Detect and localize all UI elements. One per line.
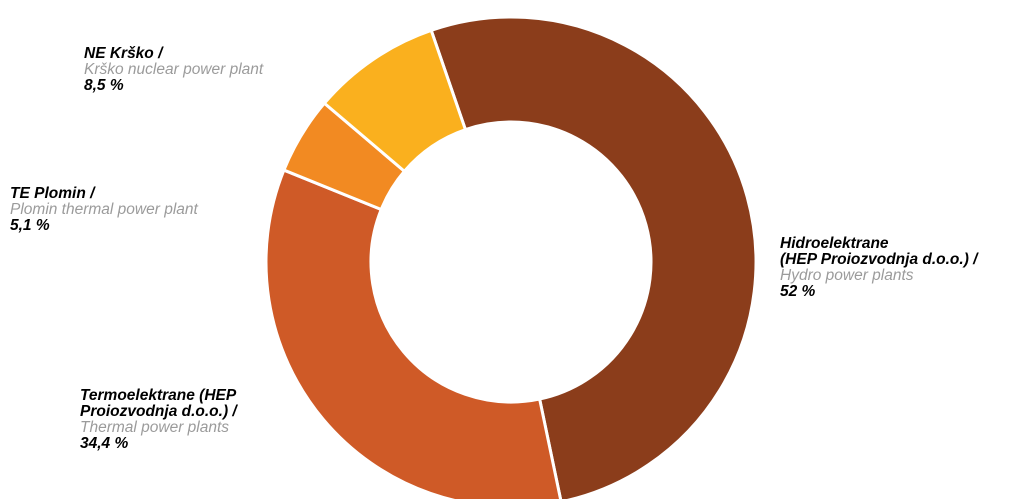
label-krsko-line-1: NE Krško /: [84, 45, 163, 62]
label-plomin-english: Plomin thermal power plant: [10, 201, 198, 218]
label-plomin-value: 5,1 %: [10, 217, 50, 234]
label-hydro-english: Hydro power plants: [780, 267, 914, 284]
label-hydro-power-plants: Hidroelektrane (HEP Proiozvodnja d.o.o.)…: [780, 236, 977, 300]
slice-ne-krsko: [322, 28, 467, 173]
slice-thermal-power-plants: [264, 168, 563, 499]
label-krsko-value: 8,5 %: [84, 77, 124, 94]
label-krsko-english: Krško nuclear power plant: [84, 61, 264, 78]
label-plomin-line-1: TE Plomin /: [10, 185, 95, 202]
label-hydro-line-1: Hidroelektrane: [780, 235, 889, 252]
label-thermal-power-plants: Termoelektrane (HEP Proiozvodnja d.o.o.)…: [80, 388, 237, 452]
label-te-plomin: TE Plomin / Plomin thermal power plant 5…: [10, 186, 198, 234]
slice-hydro-power-plants: [429, 15, 758, 499]
label-hydro-line-2: (HEP Proiozvodnja d.o.o.) /: [780, 251, 978, 268]
label-thermal-english: Thermal power plants: [80, 419, 230, 436]
label-thermal-line-1: Termoelektrane (HEP: [80, 387, 237, 404]
label-thermal-line-2: Proiozvodnja d.o.o.) /: [80, 403, 237, 420]
label-thermal-value: 34,4 %: [80, 435, 129, 452]
donut-slices: [264, 15, 758, 499]
label-hydro-value: 52 %: [780, 283, 816, 300]
label-ne-krsko: NE Krško / Krško nuclear power plant 8,5…: [84, 46, 263, 94]
